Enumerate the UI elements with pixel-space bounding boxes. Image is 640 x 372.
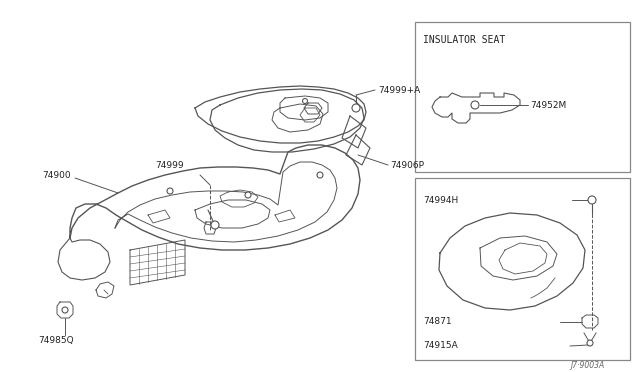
- Circle shape: [471, 101, 479, 109]
- Circle shape: [587, 340, 593, 346]
- Bar: [415, 22, 630, 172]
- Text: 74906P: 74906P: [390, 160, 424, 170]
- Bar: [415, 178, 630, 360]
- Text: 74994H: 74994H: [423, 196, 458, 205]
- Text: 74999: 74999: [155, 160, 184, 170]
- Text: 74999+A: 74999+A: [378, 86, 420, 94]
- Circle shape: [245, 192, 251, 198]
- Circle shape: [167, 188, 173, 194]
- Circle shape: [352, 104, 360, 112]
- Circle shape: [317, 172, 323, 178]
- Text: 74985Q: 74985Q: [38, 336, 74, 344]
- Circle shape: [211, 221, 219, 229]
- Circle shape: [303, 99, 307, 103]
- Text: INSULATOR SEAT: INSULATOR SEAT: [423, 35, 505, 45]
- Circle shape: [588, 196, 596, 204]
- Circle shape: [62, 307, 68, 313]
- Text: 74871: 74871: [423, 317, 452, 327]
- Text: 74952M: 74952M: [530, 100, 566, 109]
- Text: J7·9003A: J7·9003A: [570, 360, 604, 369]
- Text: 74900: 74900: [42, 170, 70, 180]
- Text: 74915A: 74915A: [423, 341, 458, 350]
